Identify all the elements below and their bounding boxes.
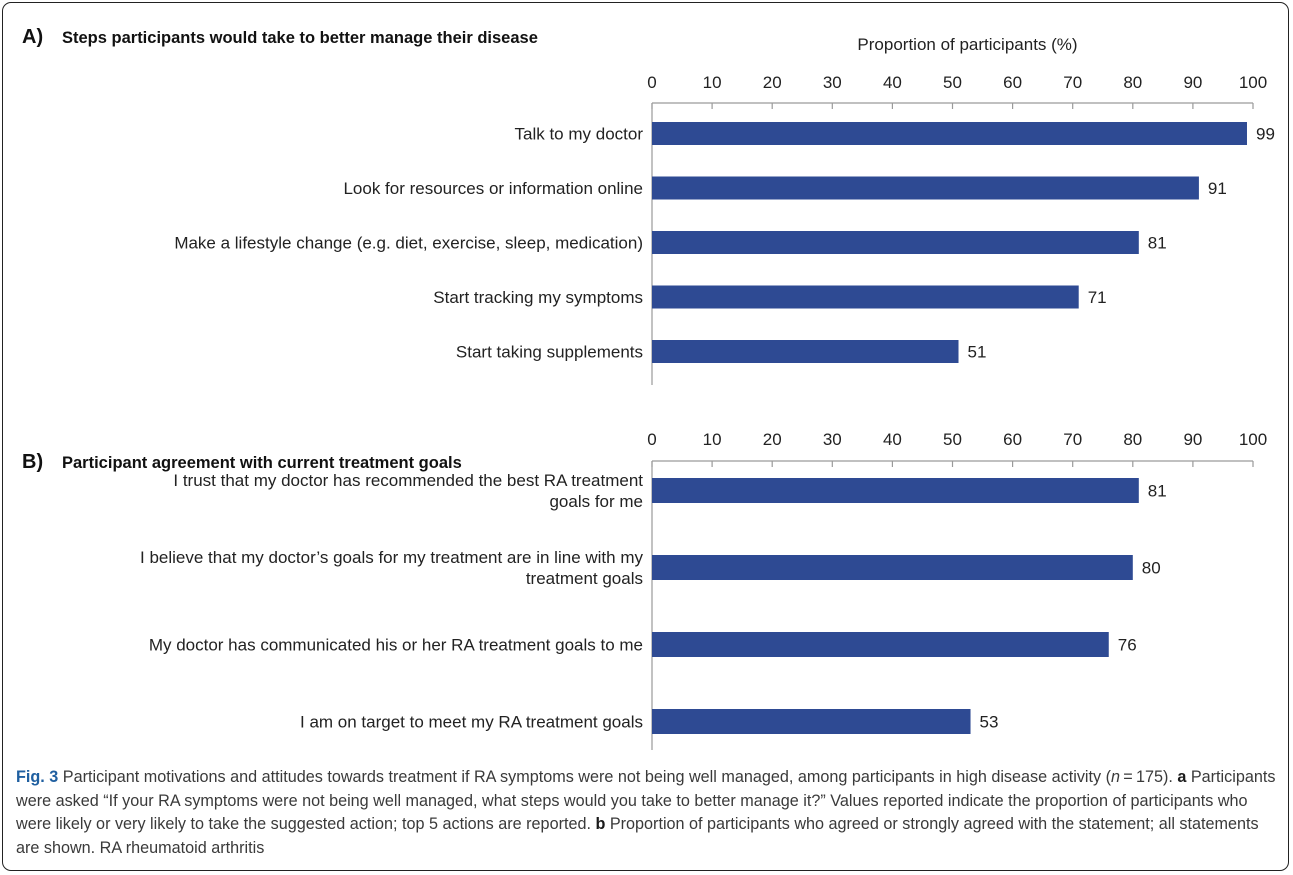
panel-b-tick-label: 40 [883,430,902,449]
panel-a-tick-label: 80 [1123,73,1142,92]
panel-b-value-label: 80 [1142,559,1161,578]
panel-a-value-label: 51 [968,343,987,362]
panel-b-category-label: My doctor has communicated his or her RA… [149,636,643,655]
panel-a-value-label: 99 [1256,125,1275,144]
panel-b-bar [652,709,971,734]
panel-b-tick-label: 70 [1063,430,1082,449]
panel-a-value-label: 91 [1208,179,1227,198]
panel-b-category-label: treatment goals [526,569,643,588]
caption-b-label: b [595,815,606,833]
panel-a-tick-label: 10 [703,73,722,92]
panel-b-category-label: I believe that my doctor’s goals for my … [140,548,643,567]
panel-a-category-label: Start taking supplements [456,343,643,362]
caption-fig-label: Fig. 3 [16,768,59,786]
panel-a-category-label: Start tracking my symptoms [433,288,643,307]
panel-b-tick-label: 30 [823,430,842,449]
caption-text-1: Participant motivations and attitudes to… [58,768,1111,786]
caption-a-label: a [1177,768,1187,786]
panel-a-bar [652,176,1199,200]
panel-a-tick-label: 0 [647,73,656,92]
panel-b-category-label: goals for me [549,492,643,511]
panel-a-bar [652,285,1079,309]
panel-b-tick-label: 80 [1123,430,1142,449]
panel-b-bar [652,478,1139,503]
panel-a-category-label: Look for resources or information online [343,179,643,198]
panel-b-value-label: 81 [1148,482,1167,501]
caption-text-2: = 175). [1120,768,1178,786]
panel-a-tick-label: 40 [883,73,902,92]
panel-a-tick-label: 90 [1183,73,1202,92]
panel-b-category-label: I am on target to meet my RA treatment g… [300,713,643,732]
panel-a-letter: A) [22,26,43,48]
panel-a-bar [652,231,1139,254]
panel-a-tick-label: 20 [763,73,782,92]
panel-b-bar [652,632,1109,657]
figure-caption: Fig. 3 Participant motivations and attit… [16,766,1278,860]
panel-b-tick-label: 90 [1183,430,1202,449]
panel-b-tick-label: 60 [1003,430,1022,449]
panel-a-tick-label: 70 [1063,73,1082,92]
panel-a-title: Steps participants would take to better … [62,29,538,47]
panel-a-category-label: Talk to my doctor [515,125,644,144]
panel-a-value-label: 71 [1088,288,1107,307]
figure-chart: A) Steps participants would take to bette… [22,26,1275,750]
panel-a-tick-label: 100 [1239,73,1267,92]
panel-b-tick-label: 0 [647,430,656,449]
panel-a-tick-label: 60 [1003,73,1022,92]
panel-b-value-label: 53 [980,713,999,732]
caption-text-4: Proportion of participants who agreed or… [16,815,1259,857]
panel-b-title: Participant agreement with current treat… [62,454,462,472]
panel-a-category-label: Make a lifestyle change (e.g. diet, exer… [174,234,643,253]
panel-b-tick-label: 100 [1239,430,1267,449]
caption-n-var: n [1111,768,1121,786]
panel-b-category-label: I trust that my doctor has recommended t… [173,471,643,490]
panel-a-tick-label: 50 [943,73,962,92]
panel-a-x-axis-title: Proportion of participants (%) [857,35,1077,54]
panel-a-bar [652,122,1247,145]
panel-a-value-label: 81 [1148,234,1167,253]
panel-b-value-label: 76 [1118,636,1137,655]
panel-b-tick-label: 50 [943,430,962,449]
caption-text-3: Participants were asked “If your RA symp… [16,768,1276,833]
panel-b-bar [652,555,1133,580]
panel-a-tick-label: 30 [823,73,842,92]
panel-a-bar [652,340,959,363]
panel-b-tick-label: 10 [703,430,722,449]
panel-b-letter: B) [22,451,43,473]
panel-b-tick-label: 20 [763,430,782,449]
